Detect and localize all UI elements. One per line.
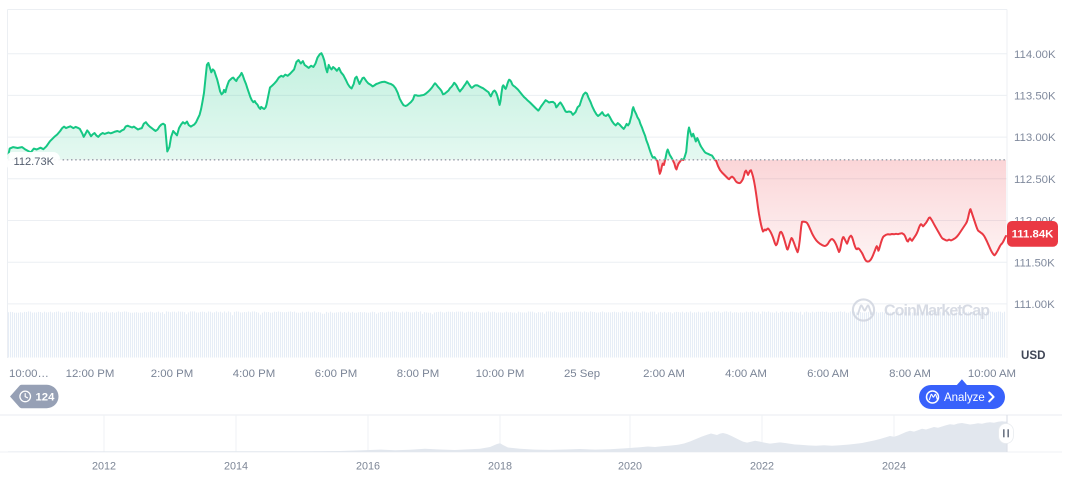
svg-text:2012: 2012 [92,460,116,472]
svg-text:10:00…: 10:00… [9,368,49,380]
svg-text:10:00 PM: 10:00 PM [476,368,525,380]
svg-text:2:00 PM: 2:00 PM [151,368,193,380]
svg-text:111.00K: 111.00K [1014,299,1055,311]
svg-text:112.50K: 112.50K [1014,174,1056,186]
svg-text:111.50K: 111.50K [1014,257,1055,269]
svg-text:25 Sep: 25 Sep [564,368,600,380]
svg-text:124: 124 [36,392,56,404]
svg-text:2014: 2014 [224,460,248,472]
svg-text:113.00K: 113.00K [1014,132,1056,144]
svg-text:111.84K: 111.84K [1012,229,1055,241]
svg-text:2:00 AM: 2:00 AM [643,368,685,380]
svg-text:8:00 AM: 8:00 AM [889,368,931,380]
svg-text:4:00 AM: 4:00 AM [725,368,767,380]
svg-text:8:00 PM: 8:00 PM [397,368,439,380]
svg-text:10:00 AM: 10:00 AM [968,368,1016,380]
svg-text:USD: USD [1021,349,1045,362]
svg-text:6:00 AM: 6:00 AM [807,368,849,380]
svg-text:6:00 PM: 6:00 PM [315,368,357,380]
svg-text:2018: 2018 [488,460,512,472]
svg-text:Analyze: Analyze [944,390,985,404]
svg-text:12:00 PM: 12:00 PM [66,368,115,380]
svg-text:2016: 2016 [356,460,380,472]
svg-text:CoinMarketCap: CoinMarketCap [884,303,990,320]
svg-text:4:00 PM: 4:00 PM [233,368,275,380]
svg-text:2024: 2024 [882,460,906,472]
svg-text:2022: 2022 [750,460,774,472]
svg-text:112.73K: 112.73K [14,156,55,168]
svg-text:114.00K: 114.00K [1014,49,1056,61]
svg-text:2020: 2020 [618,460,642,472]
svg-text:113.50K: 113.50K [1014,91,1056,103]
